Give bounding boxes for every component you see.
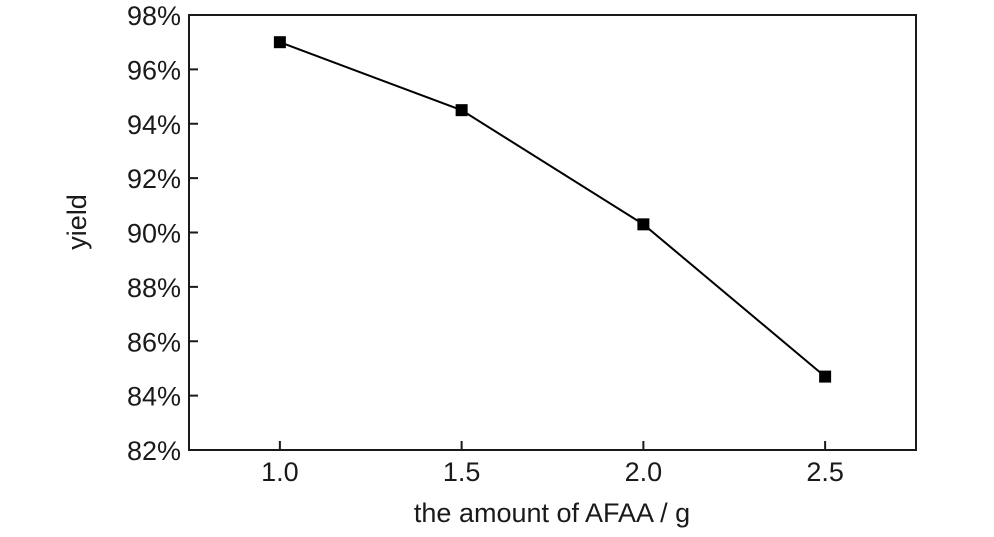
x-tick-label: 2.5 xyxy=(806,457,844,487)
y-tick-label: 84% xyxy=(127,382,181,412)
data-point-marker xyxy=(455,104,468,117)
y-tick-label: 86% xyxy=(127,327,181,357)
series-line xyxy=(279,41,826,378)
x-tick-label: 2.0 xyxy=(625,457,663,487)
series-layer xyxy=(273,36,832,383)
y-tick-label: 94% xyxy=(127,110,181,140)
y-tick-label: 96% xyxy=(127,55,181,85)
y-tick-label: 90% xyxy=(127,219,181,249)
x-tick-label: 1.0 xyxy=(261,457,299,487)
y-tick-label: 92% xyxy=(127,164,181,194)
x-tick-label: 1.5 xyxy=(443,457,481,487)
y-tick-label: 98% xyxy=(127,1,181,31)
data-point-marker xyxy=(273,36,286,49)
data-point-marker xyxy=(819,370,832,383)
plot-area-frame xyxy=(188,14,917,451)
y-tick-label: 88% xyxy=(127,273,181,303)
y-axis-title: yield xyxy=(62,194,92,250)
x-axis-title: the amount of AFAA / g xyxy=(414,498,690,528)
y-axis-ticks: 82% 84% 86% 88% 90% 92% 94% 96% 98% xyxy=(127,1,198,466)
x-axis-ticks: 1.0 1.5 2.0 2.5 xyxy=(261,441,844,487)
data-point-marker xyxy=(637,218,650,231)
y-tick-label: 82% xyxy=(127,436,181,466)
